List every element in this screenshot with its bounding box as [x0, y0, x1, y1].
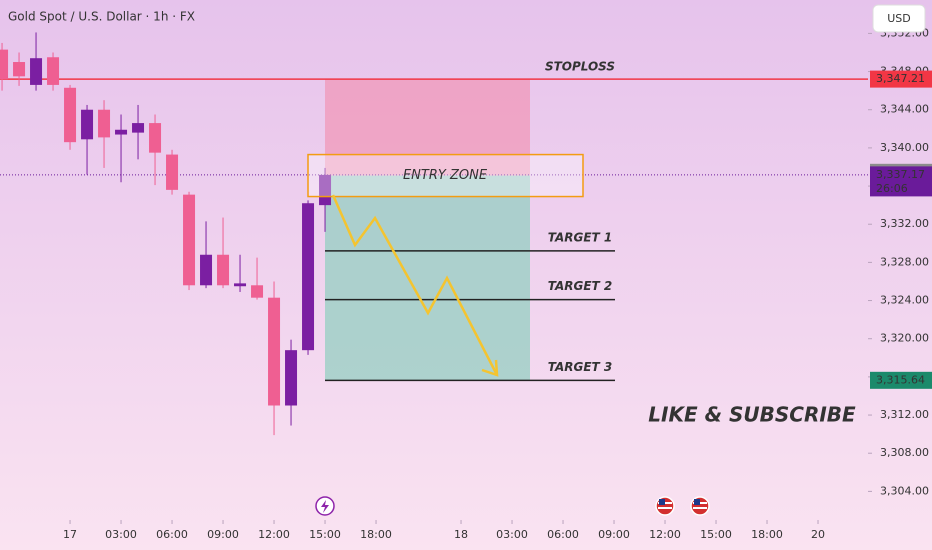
currency-label[interactable]: USD	[887, 12, 911, 25]
candle-body	[47, 57, 60, 85]
entry-zone	[307, 153, 584, 198]
entry-zone-label: ENTRY ZONE	[403, 168, 488, 183]
price-label: 3,337.17	[876, 168, 925, 181]
flag-canton	[694, 499, 700, 505]
event-icons	[315, 496, 710, 516]
price-label: 3,315.64	[876, 373, 925, 386]
candle-body	[319, 174, 332, 206]
candle-body	[132, 123, 145, 133]
y-tick-label: 3,340.00	[880, 141, 929, 154]
y-tick-label: 3,308.00	[880, 446, 929, 459]
price-label-box	[870, 166, 932, 197]
x-tick-label: 15:00	[309, 528, 341, 541]
y-tick-label: 3,312.00	[880, 408, 929, 421]
candle-body	[302, 203, 315, 351]
y-tick-label: 3,344.00	[880, 103, 929, 116]
target-label: TARGET 3	[548, 360, 613, 374]
candle-body	[30, 58, 43, 85]
y-tick-label: 3,320.00	[880, 332, 929, 345]
stoploss-label: STOPLOSS	[545, 60, 615, 74]
x-tick-label: 18:00	[360, 528, 392, 541]
currency-button-box[interactable]	[872, 4, 926, 33]
currency-button[interactable]: USD	[872, 4, 926, 33]
candle-body	[81, 109, 94, 140]
candle-body	[0, 49, 9, 80]
flag-canton	[659, 499, 665, 505]
x-tick-label: 15:00	[700, 528, 732, 541]
x-tick-label: 12:00	[649, 528, 681, 541]
x-tick-label: 09:00	[598, 528, 630, 541]
projection-arrow	[331, 194, 499, 376]
candle-body	[98, 109, 111, 138]
x-tick-label: 20	[811, 528, 825, 541]
y-tick-label: 3,328.00	[880, 255, 929, 268]
target-label: TARGET 2	[548, 279, 613, 293]
x-tick-label: 03:00	[105, 528, 137, 541]
candle-body	[285, 350, 298, 406]
candle-body	[234, 283, 247, 287]
target-label: TARGET 1	[548, 230, 613, 244]
y-tick-label: 3,324.00	[880, 294, 929, 307]
x-tick-label: 06:00	[156, 528, 188, 541]
x-tick-label: 12:00	[258, 528, 290, 541]
price-countdown: 26:06	[876, 182, 908, 195]
candle-body	[64, 87, 77, 143]
overlay-text: LIKE & SUBSCRIBE	[648, 403, 856, 427]
risk-zone	[325, 79, 530, 176]
y-tick-label: 3,304.00	[880, 484, 929, 497]
x-tick-label: 18	[454, 528, 468, 541]
candle-body	[115, 129, 128, 135]
candle-body	[268, 297, 281, 406]
candle-body	[183, 194, 196, 286]
reward-zone	[325, 175, 530, 381]
price-label-box	[870, 371, 932, 389]
x-tick-label: 18:00	[751, 528, 783, 541]
candle-body	[217, 254, 230, 286]
candle-body	[200, 254, 213, 286]
candle-body	[166, 154, 179, 190]
x-tick-label: 03:00	[496, 528, 528, 541]
projection-arrowhead	[481, 359, 499, 377]
candle-body	[149, 123, 162, 153]
x-tick-label: 09:00	[207, 528, 239, 541]
price-label-box	[870, 70, 932, 88]
flag-stripe	[658, 507, 672, 509]
y-tick-label: 3,332.00	[880, 217, 929, 230]
event-icon-bolt	[321, 500, 329, 513]
x-tick-label: 17	[63, 528, 77, 541]
flag-stripe	[693, 507, 707, 509]
candle-body	[251, 285, 264, 298]
x-tick-label: 06:00	[547, 528, 579, 541]
chart-title: Gold Spot / U.S. Dollar · 1h · FX	[8, 10, 195, 24]
candle-body	[13, 62, 26, 77]
price-label: 3,347.21	[876, 72, 925, 85]
